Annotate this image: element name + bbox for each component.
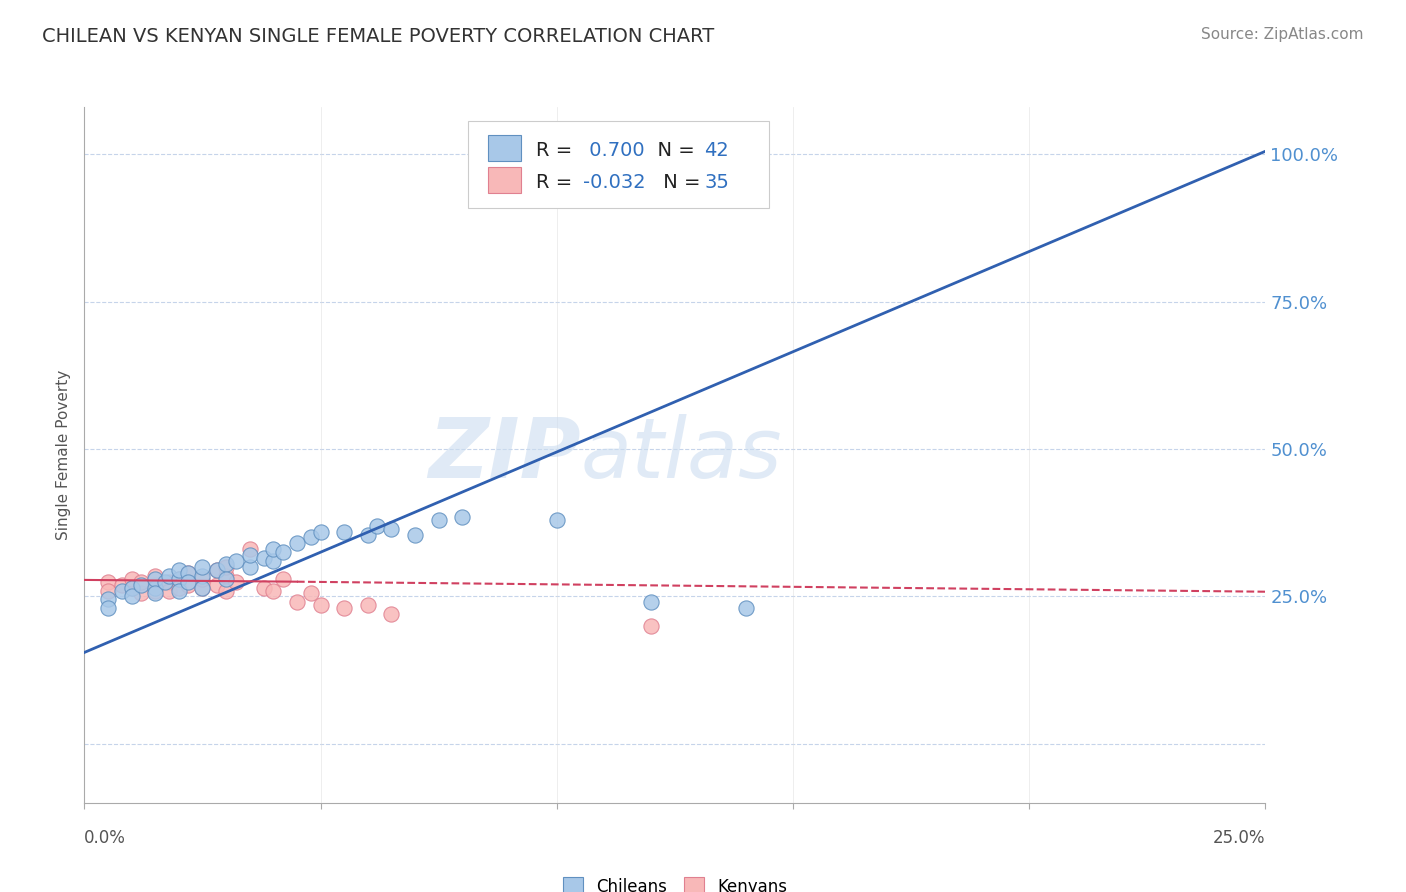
Point bbox=[177, 577, 200, 591]
Point bbox=[191, 560, 214, 574]
Text: N =: N = bbox=[657, 173, 707, 192]
Point bbox=[121, 590, 143, 604]
Point bbox=[299, 586, 322, 600]
Point bbox=[640, 619, 662, 633]
Point bbox=[262, 542, 284, 557]
Point bbox=[225, 574, 247, 589]
Text: CHILEAN VS KENYAN SINGLE FEMALE POVERTY CORRELATION CHART: CHILEAN VS KENYAN SINGLE FEMALE POVERTY … bbox=[42, 27, 714, 45]
Point bbox=[215, 572, 238, 586]
Point bbox=[215, 560, 238, 574]
Point bbox=[262, 583, 284, 598]
Point bbox=[191, 572, 214, 586]
Point bbox=[143, 583, 166, 598]
Point bbox=[121, 581, 143, 595]
Point bbox=[215, 557, 238, 571]
Point bbox=[262, 554, 284, 568]
Point bbox=[253, 551, 276, 566]
Point bbox=[191, 569, 214, 583]
Point bbox=[451, 509, 474, 524]
Point bbox=[239, 548, 262, 562]
Point bbox=[143, 569, 166, 583]
Point bbox=[205, 577, 228, 591]
Point bbox=[111, 583, 134, 598]
Point bbox=[215, 583, 238, 598]
Text: 42: 42 bbox=[704, 141, 730, 160]
Point bbox=[157, 569, 180, 583]
Point bbox=[640, 595, 662, 609]
Point bbox=[157, 583, 180, 598]
Point bbox=[271, 572, 294, 586]
Point bbox=[253, 581, 276, 595]
Point bbox=[157, 574, 180, 589]
Text: Source: ZipAtlas.com: Source: ZipAtlas.com bbox=[1201, 27, 1364, 42]
Point bbox=[129, 586, 152, 600]
Point bbox=[734, 601, 756, 615]
Text: -0.032: -0.032 bbox=[582, 173, 645, 192]
Point bbox=[97, 601, 120, 615]
Point bbox=[271, 545, 294, 559]
Point bbox=[404, 527, 426, 541]
Point bbox=[129, 574, 152, 589]
Text: ZIP: ZIP bbox=[427, 415, 581, 495]
Point bbox=[309, 524, 332, 539]
Point bbox=[167, 563, 190, 577]
Point bbox=[380, 522, 402, 536]
Text: R =: R = bbox=[536, 173, 578, 192]
Text: 0.0%: 0.0% bbox=[84, 829, 127, 847]
Point bbox=[167, 583, 190, 598]
Point bbox=[357, 599, 380, 613]
FancyBboxPatch shape bbox=[488, 168, 522, 193]
Point bbox=[299, 531, 322, 545]
Point bbox=[427, 513, 450, 527]
Point bbox=[333, 524, 356, 539]
Point bbox=[366, 518, 388, 533]
Point bbox=[205, 563, 228, 577]
Text: 0.700: 0.700 bbox=[582, 141, 644, 160]
Point bbox=[143, 572, 166, 586]
Point bbox=[97, 574, 120, 589]
Point bbox=[177, 566, 200, 580]
Point bbox=[225, 554, 247, 568]
Point bbox=[121, 581, 143, 595]
Point bbox=[167, 572, 190, 586]
Text: N =: N = bbox=[645, 141, 702, 160]
Text: 25.0%: 25.0% bbox=[1213, 829, 1265, 847]
Text: 35: 35 bbox=[704, 173, 730, 192]
Point bbox=[97, 592, 120, 607]
Text: R =: R = bbox=[536, 141, 578, 160]
Point bbox=[153, 574, 176, 589]
Point bbox=[285, 536, 308, 550]
Point bbox=[215, 569, 238, 583]
Point bbox=[333, 601, 356, 615]
Point bbox=[167, 572, 190, 586]
Y-axis label: Single Female Poverty: Single Female Poverty bbox=[56, 370, 72, 540]
FancyBboxPatch shape bbox=[488, 136, 522, 161]
Point bbox=[309, 599, 332, 613]
Point bbox=[143, 586, 166, 600]
Point bbox=[380, 607, 402, 621]
Text: atlas: atlas bbox=[581, 415, 782, 495]
Point bbox=[121, 572, 143, 586]
Legend: Chileans, Kenyans: Chileans, Kenyans bbox=[557, 871, 793, 892]
Point bbox=[191, 581, 214, 595]
FancyBboxPatch shape bbox=[468, 121, 769, 208]
Point bbox=[357, 527, 380, 541]
Point bbox=[546, 513, 568, 527]
Point bbox=[239, 560, 262, 574]
Point bbox=[205, 563, 228, 577]
Point bbox=[129, 577, 152, 591]
Point bbox=[177, 566, 200, 580]
Point bbox=[143, 581, 166, 595]
Point bbox=[285, 595, 308, 609]
Point bbox=[111, 577, 134, 591]
Point bbox=[167, 581, 190, 595]
Point bbox=[239, 542, 262, 557]
Point bbox=[191, 581, 214, 595]
Point bbox=[143, 577, 166, 591]
Point bbox=[97, 583, 120, 598]
Point bbox=[177, 574, 200, 589]
